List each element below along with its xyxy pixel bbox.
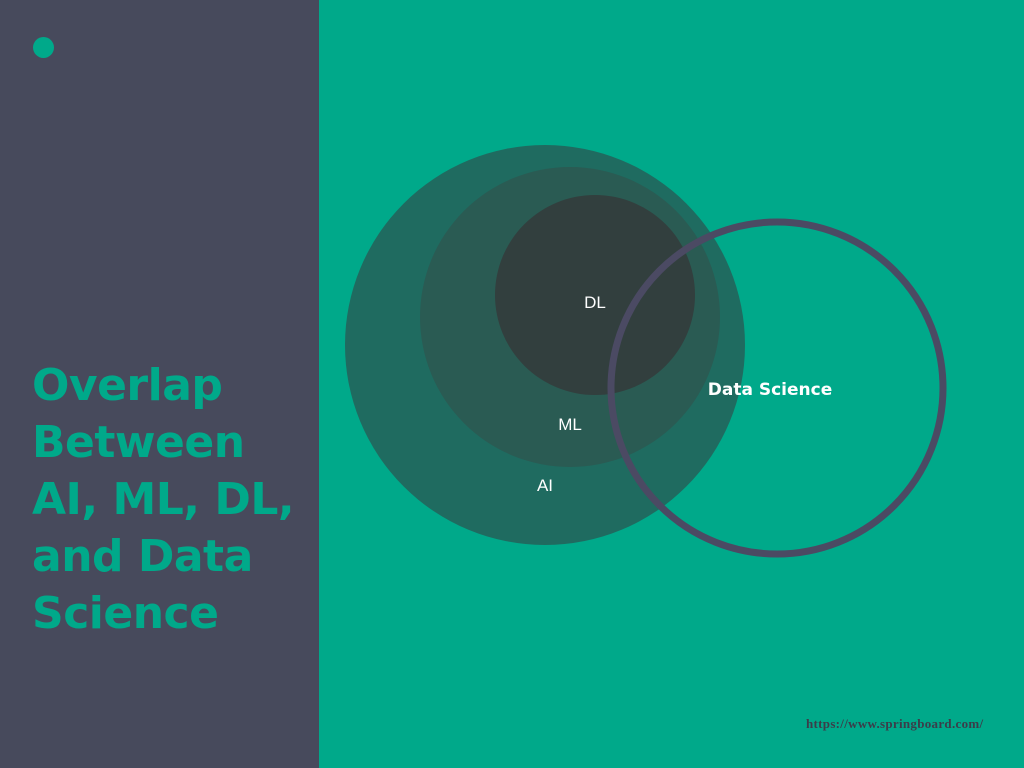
source-url: https://www.springboard.com/	[806, 716, 984, 731]
page-title: Overlap Between AI, ML, DL, and Data Sci…	[32, 357, 317, 642]
title-line: Between	[32, 417, 245, 468]
ai-label: AI	[537, 476, 553, 495]
sidebar-panel: Overlap Between AI, ML, DL, and Data Sci…	[0, 0, 319, 768]
dl-label: DL	[584, 293, 606, 312]
data-science-label: Data Science	[708, 380, 833, 400]
accent-dot	[33, 37, 54, 58]
dl-circle	[495, 195, 695, 395]
venn-diagram: DL ML AI Data Science	[345, 145, 947, 558]
ml-label: ML	[558, 415, 582, 434]
title-line: AI, ML, DL,	[32, 474, 295, 525]
title-line: Overlap	[32, 360, 223, 411]
title-line: and Data	[32, 531, 253, 582]
data-science-circle	[607, 218, 947, 558]
diagram-panel: DL ML AI Data Science	[319, 0, 1024, 768]
title-line: Science	[32, 588, 219, 639]
